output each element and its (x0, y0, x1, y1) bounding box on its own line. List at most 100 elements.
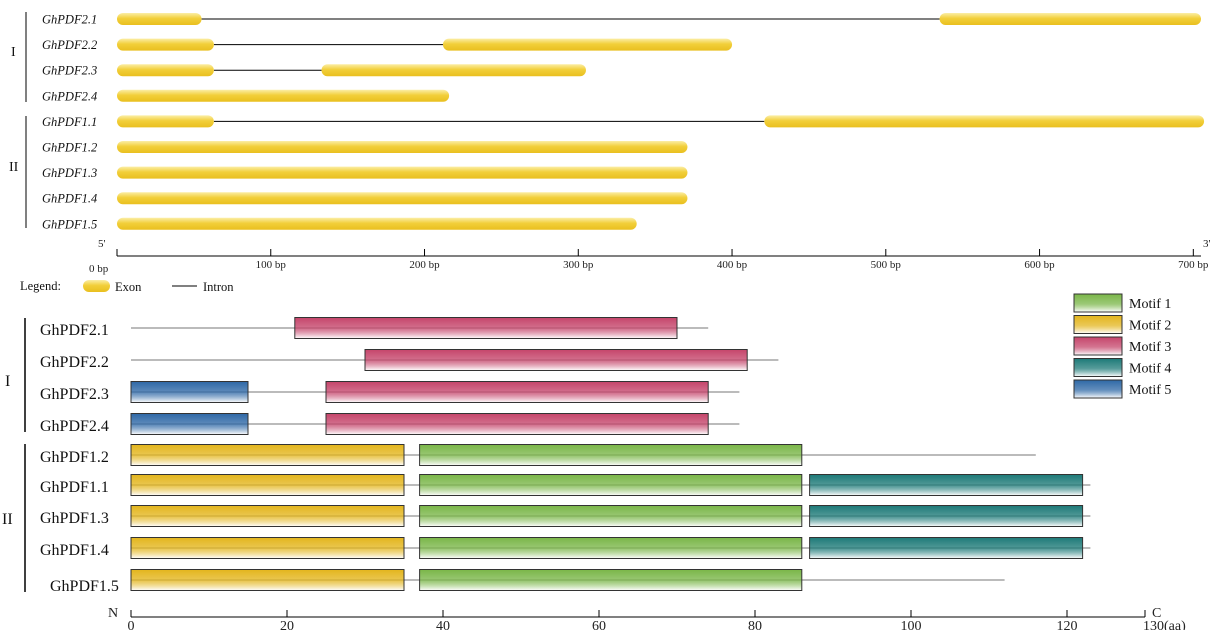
exon-block (117, 115, 214, 128)
gene-axis-tick-label: 400 bp (717, 259, 748, 271)
protein-name: GhPDF1.3 (40, 510, 109, 527)
motif-box (130, 413, 249, 435)
protein-name: GhPDF1.1 (40, 479, 109, 496)
gene-name: GhPDF1.4 (42, 192, 97, 206)
motif-rows: GhPDF2.1 GhPDF2.2 GhPDF2.3 GhPDF2.4 GhPDF1.2… (40, 317, 1091, 595)
motif-box (419, 474, 803, 496)
gene-name: GhPDF2.3 (42, 64, 97, 78)
legend-exon-swatch (83, 280, 110, 292)
gene-name: GhPDF1.2 (42, 141, 97, 155)
gene-row: GhPDF2.2 (42, 38, 733, 52)
motif-row: GhPDF1.5 (50, 569, 1005, 595)
gene-name: GhPDF2.4 (42, 89, 97, 103)
motif-legend-label: Motif 4 (1129, 362, 1171, 377)
motif-box (130, 444, 405, 466)
motif-axis-tick-label: 20 (280, 619, 294, 630)
protein-name: GhPDF1.2 (40, 449, 109, 466)
motif-box (419, 444, 803, 466)
gene-axis-tick-label: 100 bp (256, 259, 287, 271)
legend-exon-label: Exon (115, 280, 142, 294)
motif-box (809, 505, 1084, 527)
exon-block (117, 217, 637, 230)
gene-name: GhPDF1.3 (42, 166, 97, 180)
gene-structure-panel: I II GhPDF2.1GhPDF2.2GhPDF2.3GhPDF2.4GhP… (9, 12, 1211, 294)
gene-row: GhPDF1.2 (42, 141, 688, 155)
motif-box (130, 474, 405, 496)
motif-axis-end-label: C (1152, 606, 1161, 621)
gene-axis-tick-label: 200 bp (409, 259, 440, 271)
motif-row: GhPDF2.1 (40, 317, 709, 339)
motif-row: GhPDF1.4 (40, 537, 1091, 559)
gene-axis-tick-label: 0 bp (89, 263, 109, 275)
exon-block (321, 64, 586, 77)
motif-structure-panel: I II GhPDF2.1GhPDF2.2GhPDF2.3GhPDF2.4GhP… (2, 293, 1186, 630)
motif-row: GhPDF2.2 (40, 349, 779, 371)
motif-row: GhPDF1.1 (40, 474, 1091, 496)
legend-intron-label: Intron (203, 280, 234, 294)
exon-block (117, 38, 214, 51)
gene-axis-tick-label: 600 bp (1024, 259, 1055, 271)
exon-block (764, 115, 1205, 128)
motif-box (809, 537, 1084, 559)
exon-block (117, 141, 688, 153)
gene-row: GhPDF2.1 (42, 13, 1201, 27)
gene-row: GhPDF1.1 (42, 115, 1205, 129)
motif-box (325, 381, 709, 403)
gene-row: GhPDF1.4 (42, 192, 688, 206)
protein-name: GhPDF2.1 (40, 322, 109, 339)
motif-legend-label: Motif 1 (1129, 297, 1171, 312)
motif-legend: Motif 1 Motif 2 Motif 3 Motif 4 Motif 5 (1073, 293, 1171, 399)
motif-box (130, 505, 405, 527)
motif-box (294, 317, 678, 339)
motif-box (419, 537, 803, 559)
group-label-i: I (11, 45, 16, 60)
protein-name: GhPDF2.4 (40, 418, 109, 435)
motif-legend-swatch (1073, 293, 1123, 313)
protein-name: GhPDF2.3 (40, 386, 109, 403)
motif-legend-swatch (1073, 379, 1123, 399)
motif-axis-tick-label: 100 (901, 619, 922, 630)
motif-box (130, 381, 249, 403)
exon-block (117, 192, 688, 205)
motif-box (419, 569, 803, 591)
motif-legend-swatch (1073, 358, 1123, 377)
motif-axis: N C 0 20 40 60 80 100 120 130(aa) (108, 606, 1186, 630)
motif-legend-label: Motif 5 (1129, 383, 1171, 398)
motif-legend-label: Motif 3 (1129, 340, 1171, 355)
gene-legend: Legend: Exon Intron (20, 279, 234, 294)
gene-rows: GhPDF2.1 GhPDF2.2 GhPDF2.3 GhPDF2.4 GhPDF1.1… (42, 13, 1205, 231)
gene-axis: 5' 3' 0 bp 100 bp 200 bp 300 bp 400 bp 500 bp… (89, 238, 1211, 275)
motif-box (419, 505, 803, 527)
gene-name: GhPDF1.5 (42, 217, 97, 231)
exon-block (117, 166, 688, 179)
motif-axis-tick-label: 130(aa) (1143, 619, 1186, 630)
motif-row: GhPDF2.4 (40, 413, 740, 435)
motif-box (130, 537, 405, 559)
motif-row: GhPDF2.3 (40, 381, 740, 403)
motif-box (130, 569, 405, 591)
exon-block (117, 13, 202, 25)
gene-name: GhPDF1.1 (42, 115, 97, 129)
gene-row: GhPDF2.4 (42, 89, 450, 103)
gene-name: GhPDF2.2 (42, 38, 97, 52)
protein-name: GhPDF2.2 (40, 354, 109, 371)
motif-axis-tick-label: 0 (128, 619, 135, 630)
gene-row: GhPDF1.3 (42, 166, 688, 180)
protein-name: GhPDF1.5 (50, 578, 119, 595)
motif-box (325, 413, 709, 435)
gene-name: GhPDF2.1 (42, 13, 97, 27)
gene-axis-tick-label: 300 bp (563, 259, 594, 271)
motif-row: GhPDF1.2 (40, 444, 1036, 466)
protein-name: GhPDF1.4 (40, 542, 109, 559)
legend-title: Legend: (20, 279, 61, 293)
gene-axis-tick-label: 500 bp (871, 259, 902, 271)
exon-block (939, 13, 1201, 25)
exon-block (117, 64, 214, 77)
motif-group-label-i: I (5, 373, 10, 390)
motif-axis-start-label: N (108, 606, 118, 621)
gene-axis-tick-label: 700 bp (1178, 259, 1209, 271)
motif-box (809, 474, 1084, 496)
motif-row: GhPDF1.3 (40, 505, 1091, 527)
motif-axis-tick-label: 40 (436, 619, 450, 630)
gene-row: GhPDF1.5 (42, 217, 637, 231)
